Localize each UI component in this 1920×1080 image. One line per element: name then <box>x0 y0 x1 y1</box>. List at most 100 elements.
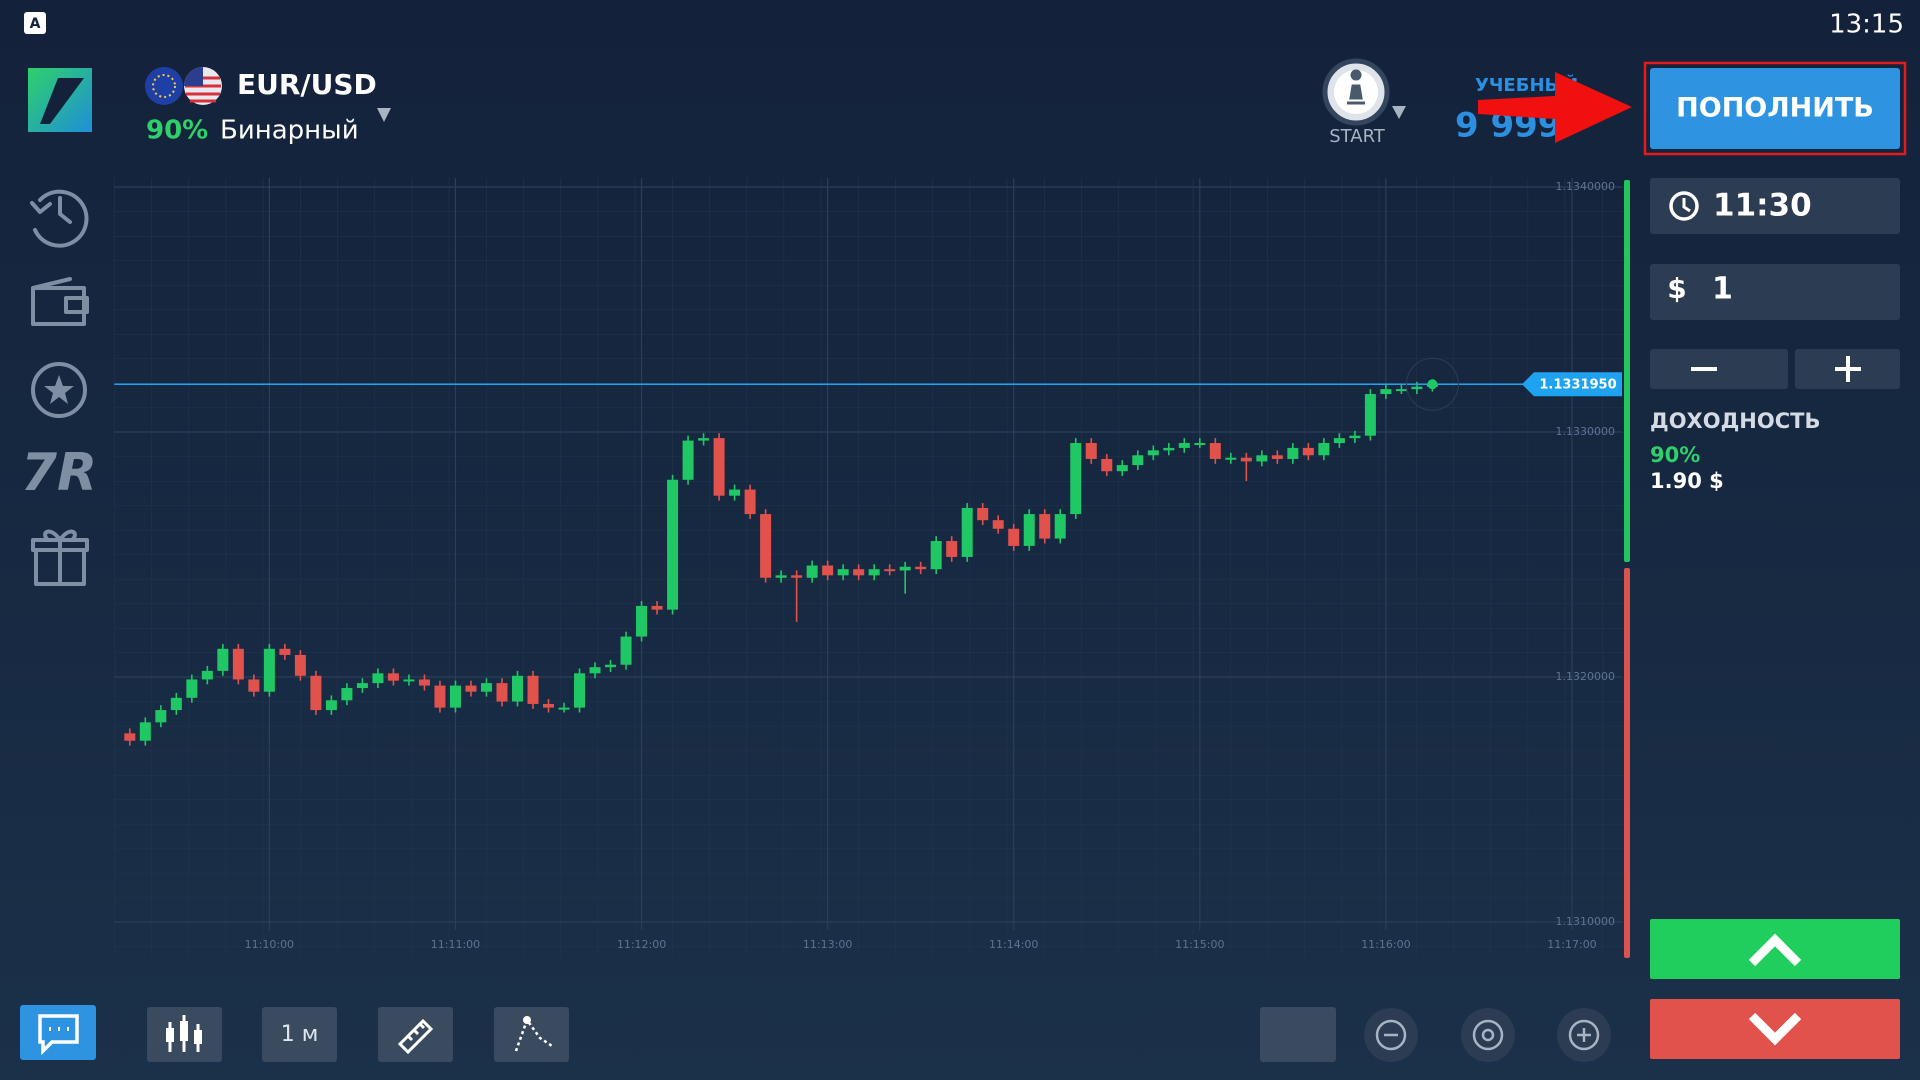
candle-body <box>930 541 942 570</box>
x-tick-label: 11:11:00 <box>431 938 480 951</box>
candle-body <box>1147 450 1159 456</box>
clock-icon <box>1669 191 1699 221</box>
candle-body <box>605 664 617 668</box>
profit-amount: 1.90 $ <box>1650 469 1724 493</box>
chat-icon <box>38 1014 79 1056</box>
candle-body <box>418 679 430 686</box>
put-button[interactable] <box>1650 999 1900 1059</box>
candle-body <box>760 514 772 578</box>
account-type[interactable]: УЧЕБНЫЙ <box>1475 74 1578 96</box>
flag-eu <box>145 67 183 105</box>
expiry-field[interactable] <box>1650 178 1900 234</box>
wallet-icon[interactable] <box>31 277 89 326</box>
timeframe-button[interactable] <box>262 1007 337 1062</box>
candle-body <box>899 566 911 571</box>
candle-body <box>620 636 632 665</box>
blank-button[interactable] <box>1260 1007 1336 1062</box>
indicators-button[interactable] <box>494 1007 569 1062</box>
decrease-button[interactable] <box>1650 349 1788 389</box>
chart-type-bodies <box>166 1021 202 1044</box>
favorites-icon[interactable] <box>31 362 87 418</box>
candle-body <box>744 489 756 515</box>
level-dropdown[interactable] <box>1392 106 1406 119</box>
y-tick-label: 1.1310000 <box>1556 915 1616 928</box>
zoom-in-button[interactable] <box>1557 1008 1611 1062</box>
candle-body <box>1054 514 1066 539</box>
candle-body <box>884 569 896 572</box>
timeframe-label: 1 м <box>281 1022 319 1047</box>
buyers-bar <box>1624 180 1630 562</box>
candle-body <box>651 605 663 610</box>
put-arrow <box>1748 1012 1802 1046</box>
option-type[interactable]: Бинарный <box>220 116 359 146</box>
candle-body <box>1085 443 1097 459</box>
asset-name[interactable]: EUR/USD <box>237 68 377 101</box>
candle-body <box>636 605 648 637</box>
candle-body <box>1008 528 1020 546</box>
candle-body <box>1411 386 1423 390</box>
current-price-dot <box>1427 379 1438 390</box>
candle-body <box>558 707 570 710</box>
current-price-tag <box>1522 372 1622 397</box>
x-tick-label: 11:12:00 <box>617 938 666 951</box>
candle-body <box>1116 465 1128 472</box>
candle-body <box>511 675 523 702</box>
candle-body <box>1132 455 1144 466</box>
candle-body <box>1070 443 1082 515</box>
x-tick-label: 11:17:00 <box>1547 938 1596 951</box>
candle-body <box>1256 455 1268 462</box>
candle-body <box>1240 457 1252 462</box>
call-button[interactable] <box>1650 919 1900 979</box>
candle-body <box>310 675 322 711</box>
candle-body <box>853 569 865 576</box>
deposit-button[interactable] <box>1650 68 1900 149</box>
candle-body <box>729 489 741 496</box>
candle-body <box>186 679 198 698</box>
profit-label: ДОХОДНОСТЬ <box>1650 409 1820 433</box>
ruler-button[interactable] <box>378 1007 453 1062</box>
candle-body <box>682 440 694 480</box>
flag-eu-stars <box>152 74 176 98</box>
candle-body <box>1194 443 1206 446</box>
x-tick-label: 11:14:00 <box>989 938 1038 951</box>
candle-body <box>1101 458 1113 472</box>
candle-body <box>1178 443 1190 448</box>
history-icon[interactable] <box>30 189 89 248</box>
candle-body <box>217 648 229 671</box>
clock-hands <box>1682 198 1691 213</box>
call-arrow <box>1748 933 1802 967</box>
gift-icon[interactable] <box>31 529 89 586</box>
status-icon <box>24 12 46 34</box>
candle-body <box>465 685 477 692</box>
deposit-button-label: ПОПОЛНИТЬ <box>1676 93 1874 124</box>
candle-body <box>1349 435 1361 439</box>
candle-body <box>124 733 136 741</box>
zoom-out-button[interactable] <box>1364 1008 1418 1062</box>
candle-body <box>527 675 539 704</box>
candle-body <box>574 673 586 708</box>
candle-body <box>1287 447 1299 459</box>
candle-body <box>1039 514 1051 539</box>
candle-body <box>1163 447 1175 451</box>
current-price-label: 1.1331950 <box>1539 378 1616 393</box>
tr-icon[interactable]: 7R <box>21 443 97 503</box>
center-button[interactable] <box>1461 1008 1515 1062</box>
current-price-halo <box>1405 357 1459 411</box>
indicators-dot <box>523 1016 531 1024</box>
candle-body <box>713 438 725 496</box>
candle-body <box>449 685 461 708</box>
indicators-icon <box>514 1017 553 1052</box>
candle-body <box>1302 447 1314 456</box>
asset-dropdown[interactable] <box>377 108 391 122</box>
candle-body <box>667 479 679 610</box>
candle-body <box>155 710 167 723</box>
amount-field[interactable] <box>1650 264 1900 320</box>
y-tick-label: 1.1330000 <box>1556 425 1616 438</box>
candle-body <box>1364 394 1376 436</box>
flag-us-canton <box>184 67 203 86</box>
chat-button[interactable] <box>20 1005 96 1060</box>
candle-body <box>1209 443 1221 459</box>
candle-body <box>1023 514 1035 546</box>
level-label: START <box>1329 126 1386 147</box>
